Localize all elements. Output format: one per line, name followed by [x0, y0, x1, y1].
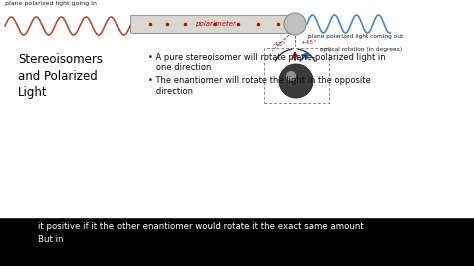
- Bar: [264, 48, 329, 103]
- Text: it positive if it the other enantiomer would rotate it the exact same amount
But: it positive if it the other enantiomer w…: [38, 222, 364, 243]
- Text: • The enantiomer will rotate the light in the opposite: • The enantiomer will rotate the light i…: [148, 76, 371, 85]
- Text: direction: direction: [148, 87, 193, 95]
- Text: Stereoisomers
and Polarized
Light: Stereoisomers and Polarized Light: [18, 53, 103, 99]
- Text: • A pure stereoisomer will rotate plane-polarized light in: • A pure stereoisomer will rotate plane-…: [148, 53, 386, 62]
- Bar: [130, 15, 295, 33]
- Text: one direction: one direction: [148, 64, 211, 73]
- Circle shape: [284, 13, 306, 35]
- Text: plane polarized light going in: plane polarized light going in: [5, 1, 97, 6]
- Text: polarimeter: polarimeter: [194, 21, 236, 27]
- Text: optical rotation (in degrees): optical rotation (in degrees): [320, 48, 402, 52]
- Text: -45°: -45°: [273, 42, 286, 47]
- Text: +45°: +45°: [300, 40, 316, 45]
- Circle shape: [286, 71, 296, 81]
- Circle shape: [279, 64, 313, 98]
- Bar: [0, 218, 474, 266]
- Text: plane polarized light coming out: plane polarized light coming out: [308, 34, 403, 39]
- Bar: [0, 0, 474, 218]
